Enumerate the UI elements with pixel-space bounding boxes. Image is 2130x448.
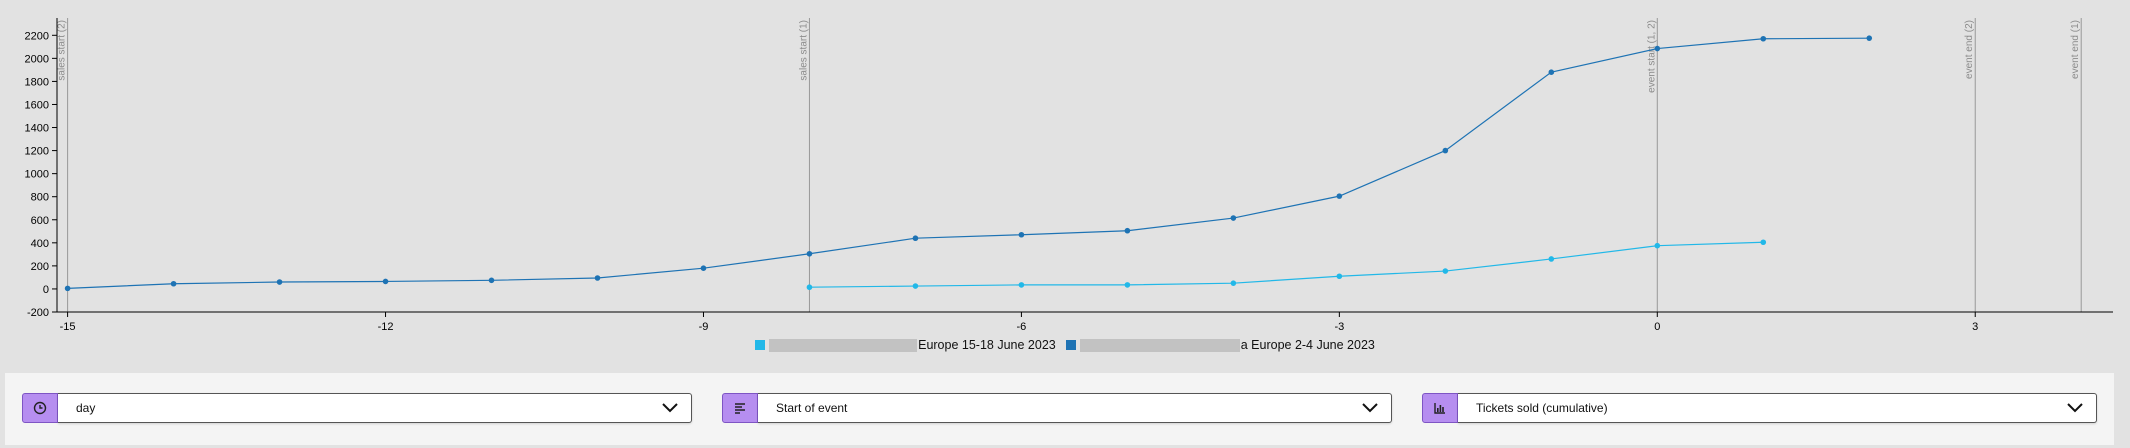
reference-point-value-box[interactable]: Start of event xyxy=(758,393,1392,423)
granularity-select[interactable]: day xyxy=(22,393,692,423)
data-point xyxy=(1230,215,1237,221)
y-tick-label: 1200 xyxy=(25,146,49,158)
reference-point-select[interactable]: Start of event xyxy=(722,393,1392,423)
data-point xyxy=(594,275,601,281)
data-point xyxy=(1442,268,1449,274)
marker-label: sales start (2) xyxy=(57,20,68,81)
legend-item-series-1[interactable]: Europe 15-18 June 2023 xyxy=(755,338,1056,352)
y-tick-label: 2200 xyxy=(25,30,49,42)
marker-label: event end (1) xyxy=(2070,20,2081,79)
chevron-down-icon xyxy=(1362,403,1378,413)
y-tick-label: 0 xyxy=(43,284,49,296)
data-point xyxy=(1124,282,1131,288)
chevron-down-icon xyxy=(662,403,678,413)
data-point xyxy=(382,278,389,285)
reference-point-value: Start of event xyxy=(776,401,848,415)
data-point xyxy=(64,285,71,292)
redacted-text xyxy=(1079,338,1240,352)
x-tick-label: 3 xyxy=(1972,321,1978,333)
data-point xyxy=(912,235,919,242)
data-point xyxy=(1654,242,1661,249)
data-point xyxy=(488,277,495,284)
x-tick-label: -6 xyxy=(1017,321,1027,333)
chart-legend: Europe 15-18 June 2023 a Europe 2-4 June… xyxy=(0,338,2130,352)
y-tick-label: 1600 xyxy=(25,99,49,111)
legend-swatch xyxy=(1065,340,1076,350)
data-point xyxy=(1336,273,1343,280)
x-tick-label: -12 xyxy=(378,321,394,333)
x-tick-label: -9 xyxy=(699,321,709,333)
data-point xyxy=(1654,45,1661,52)
series-line-2 xyxy=(67,37,1870,289)
data-point xyxy=(1018,231,1025,238)
clock-icon xyxy=(22,393,58,423)
data-point xyxy=(806,250,813,257)
granularity-value: day xyxy=(76,401,96,415)
data-point xyxy=(806,284,813,291)
legend-item-series-2[interactable]: a Europe 2-4 June 2023 xyxy=(1065,338,1375,352)
line-chart: sales start (2) sales start (1) event star… xyxy=(25,18,2113,333)
data-point xyxy=(700,265,707,271)
data-point xyxy=(1442,147,1449,154)
marker-label: event start (1, 2) xyxy=(1646,20,1657,93)
data-point xyxy=(1018,282,1025,288)
metric-value-box[interactable]: Tickets sold (cumulative) xyxy=(1458,393,2097,423)
metric-value: Tickets sold (cumulative) xyxy=(1476,401,1608,415)
data-point xyxy=(1548,256,1555,262)
marker-label: sales start (1) xyxy=(798,20,809,81)
data-point xyxy=(276,279,283,285)
data-point xyxy=(1336,193,1343,199)
data-point xyxy=(912,283,919,289)
legend-label: a Europe 2-4 June 2023 xyxy=(1240,338,1375,352)
y-tick-label: 600 xyxy=(31,215,49,227)
granularity-value-box[interactable]: day xyxy=(58,393,692,423)
chevron-down-icon xyxy=(2067,403,2083,413)
bar-chart-icon xyxy=(1422,393,1458,423)
y-tick-label: -200 xyxy=(27,307,49,319)
data-point xyxy=(170,280,177,287)
x-tick-label: -3 xyxy=(1334,321,1344,333)
data-point xyxy=(1866,35,1873,41)
y-tick-label: 400 xyxy=(31,238,49,250)
y-tick-label: 2000 xyxy=(25,53,49,65)
y-tick-label: 1000 xyxy=(25,169,49,181)
data-point xyxy=(1124,227,1131,234)
data-point xyxy=(1230,280,1237,286)
align-left-icon xyxy=(722,393,758,423)
redacted-text xyxy=(769,338,918,352)
y-tick-label: 1400 xyxy=(25,123,49,135)
controls-panel: day Start of event Tickets sold (cumulat… xyxy=(5,373,2114,445)
data-point xyxy=(1760,239,1767,246)
marker-label: event end (2) xyxy=(1964,20,1975,79)
data-point xyxy=(1548,69,1555,75)
chart-area: sales start (2) sales start (1) event star… xyxy=(0,18,2130,352)
metric-select[interactable]: Tickets sold (cumulative) xyxy=(1422,393,2097,423)
y-tick-label: 1800 xyxy=(25,76,49,88)
y-tick-label: 800 xyxy=(31,192,49,204)
legend-label: Europe 15-18 June 2023 xyxy=(918,338,1056,352)
x-tick-label: -15 xyxy=(60,321,76,333)
y-tick-label: 200 xyxy=(31,261,49,273)
x-tick-label: 0 xyxy=(1654,321,1660,333)
legend-swatch xyxy=(755,340,766,350)
series-line-1 xyxy=(809,241,1764,288)
data-point xyxy=(1760,35,1767,42)
